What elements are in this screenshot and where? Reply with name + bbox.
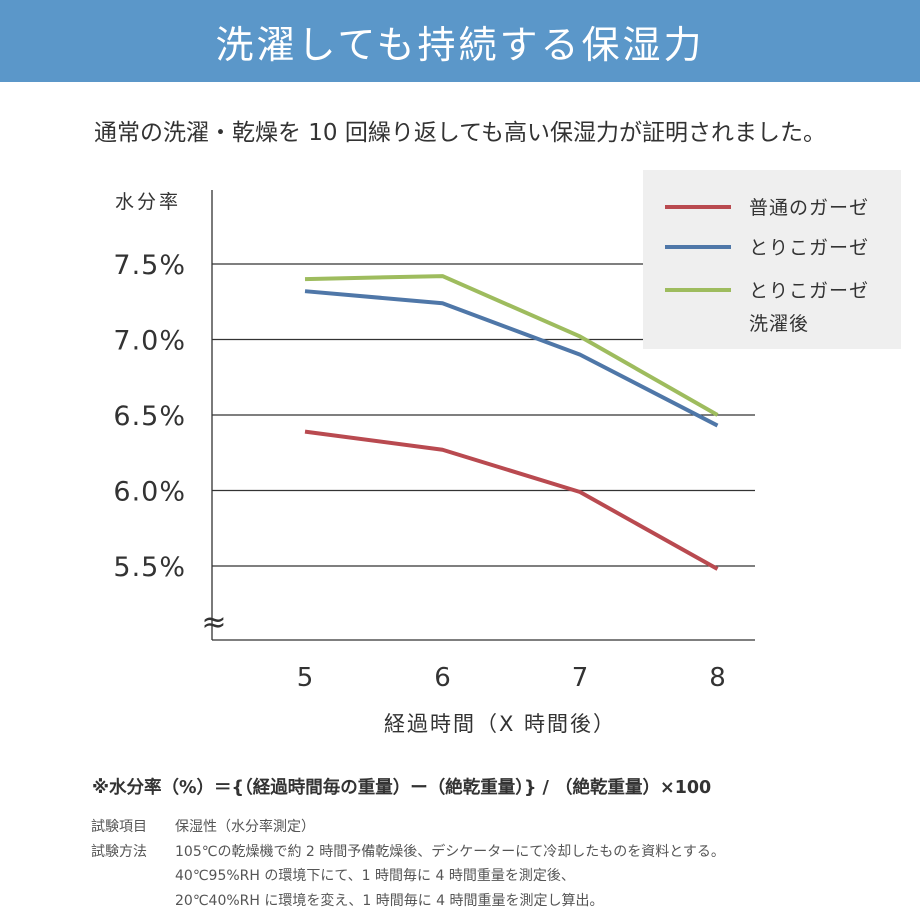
x-tick-label: 7 <box>572 663 589 693</box>
x-axis-label: 経過時間（X 時間後） <box>384 712 616 736</box>
test-method-line: 20℃40%RH に環境を変え、1 時間毎に 4 時間重量を測定し算出。 <box>175 892 604 909</box>
series-line-3 <box>304 274 719 417</box>
test-item-label: 試験項目 <box>91 819 147 835</box>
test-notes: 試験項目 保湿性（水分率測定） 試験方法 105℃の乾燥機で約 2 時間予備乾燥… <box>91 815 725 913</box>
series-line-2 <box>304 289 719 428</box>
legend-label: とりこガーゼ <box>749 237 869 259</box>
test-item-row: 試験項目 保湿性（水分率測定） <box>91 815 725 840</box>
formula-note: ※水分率（%）＝{（経過時間毎の重量）ー（絶乾重量）} / （絶乾重量）×100 <box>92 778 712 798</box>
moisture-line-chart: 7.5% 7.0% 6.5% 6.0% 5.5% 水分率 ≈5 6 7 8 経過時間（X 時間後） 普… <box>113 170 901 736</box>
subtitle: 通常の洗濯・乾燥を 10 回繰り返しても高い保湿力が証明されました。 <box>93 120 827 146</box>
y-tick-label: 6.0% <box>113 477 186 508</box>
series-line-1 <box>304 429 719 571</box>
y-tick-label: 6.5% <box>113 401 186 432</box>
title-banner: 洗濯しても持続する保湿力 <box>0 0 920 82</box>
test-method-line: 40℃95%RH の環境下にて、1 時間毎に 4 時間重量を測定後、 <box>175 868 575 884</box>
page-title: 洗濯しても持続する保湿力 <box>215 22 705 67</box>
legend-label: 洗濯後 <box>749 313 809 335</box>
y-tick-label: 7.0% <box>113 326 186 357</box>
legend-label: とりこガーゼ <box>749 280 869 302</box>
x-tick-label: 8 <box>709 663 726 693</box>
test-item-value: 保湿性（水分率測定） <box>175 819 315 835</box>
test-method-row: 試験方法 105℃の乾燥機で約 2 時間予備乾燥後、デシケーターにて冷却したもの… <box>91 840 725 865</box>
y-axis-label: 水分率 <box>115 191 181 213</box>
legend-label: 普通のガーゼ <box>749 197 869 219</box>
test-method-line: 105℃の乾燥機で約 2 時間予備乾燥後、デシケーターにて冷却したものを資料とす… <box>175 843 725 860</box>
axis-break-symbol: ≈ <box>201 605 226 640</box>
legend-box <box>643 170 901 349</box>
x-tick-label: 5 <box>297 663 314 693</box>
test-method-label: 試験方法 <box>91 843 147 860</box>
x-tick-label: 6 <box>434 663 451 693</box>
y-tick-label: 7.5% <box>113 250 186 281</box>
y-tick-label: 5.5% <box>113 552 186 583</box>
